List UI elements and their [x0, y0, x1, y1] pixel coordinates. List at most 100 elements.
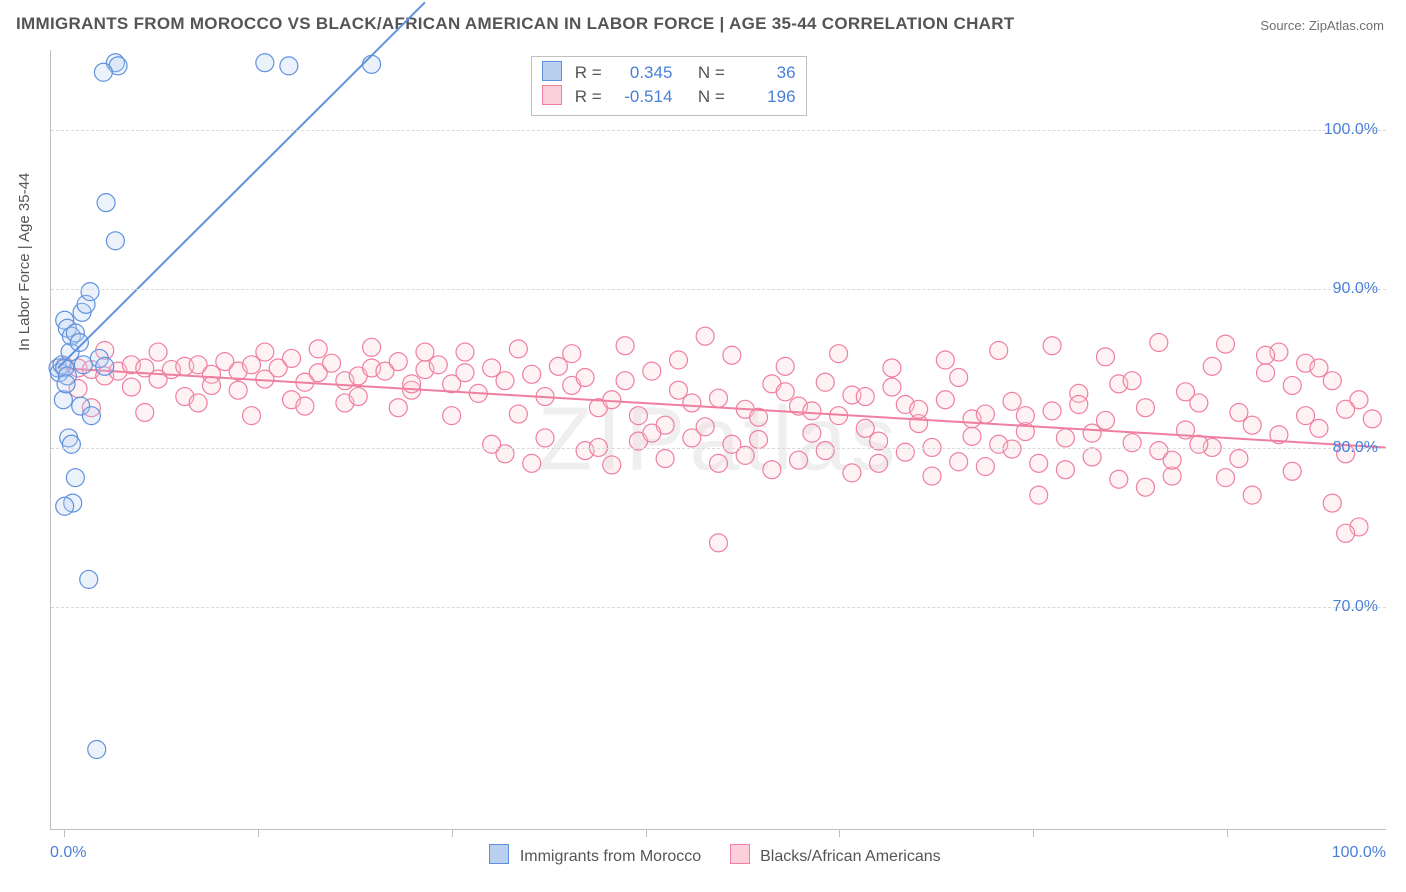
- x-tick: [646, 829, 647, 837]
- data-point-morocco: [280, 57, 298, 75]
- data-point-black: [229, 381, 247, 399]
- data-point-morocco: [88, 741, 106, 759]
- data-point-black: [683, 394, 701, 412]
- data-point-black: [1310, 419, 1328, 437]
- data-point-morocco: [54, 391, 72, 409]
- data-point-black: [936, 391, 954, 409]
- data-point-black: [416, 343, 434, 361]
- x-tick: [64, 829, 65, 837]
- data-point-black: [1123, 434, 1141, 452]
- data-point-black: [1230, 450, 1248, 468]
- stats-R-morocco: 0.345: [610, 61, 672, 85]
- y-tick-label: 100.0%: [1324, 121, 1378, 139]
- data-point-morocco: [82, 407, 100, 425]
- data-point-black: [1363, 410, 1381, 428]
- scatter-layer: [51, 50, 1386, 829]
- data-point-black: [523, 454, 541, 472]
- data-point-black: [763, 461, 781, 479]
- gridline: [51, 607, 1386, 608]
- data-point-black: [1217, 469, 1235, 487]
- stats-R-black: -0.514: [610, 85, 672, 109]
- data-point-black: [803, 402, 821, 420]
- data-point-black: [816, 442, 834, 460]
- gridline: [51, 289, 1386, 290]
- source-label: Source:: [1260, 18, 1305, 33]
- data-point-black: [950, 369, 968, 387]
- y-tick-label: 80.0%: [1333, 439, 1378, 457]
- data-point-black: [790, 451, 808, 469]
- data-point-black: [189, 394, 207, 412]
- data-point-black: [870, 454, 888, 472]
- data-point-black: [1096, 348, 1114, 366]
- data-point-black: [136, 403, 154, 421]
- data-point-black: [1337, 524, 1355, 542]
- data-point-morocco: [106, 232, 124, 250]
- data-point-black: [256, 343, 274, 361]
- data-point-morocco: [74, 356, 92, 374]
- data-point-black: [736, 446, 754, 464]
- data-point-black: [643, 424, 661, 442]
- data-point-black: [1003, 392, 1021, 410]
- data-point-morocco: [62, 435, 80, 453]
- data-point-morocco: [70, 334, 88, 352]
- data-point-black: [1150, 334, 1168, 352]
- data-point-black: [843, 464, 861, 482]
- data-point-black: [496, 372, 514, 390]
- data-point-black: [1257, 346, 1275, 364]
- data-point-black: [936, 351, 954, 369]
- gridline: [51, 448, 1386, 449]
- data-point-black: [710, 454, 728, 472]
- data-point-black: [1136, 399, 1154, 417]
- y-tick-label: 90.0%: [1333, 280, 1378, 298]
- stats-R-label: R =: [575, 87, 602, 106]
- stats-N-label: N =: [698, 63, 725, 82]
- data-point-black: [696, 418, 714, 436]
- data-point-black: [323, 354, 341, 372]
- data-point-black: [536, 429, 554, 447]
- data-point-morocco: [94, 63, 112, 81]
- data-point-black: [616, 372, 634, 390]
- data-point-black: [1030, 486, 1048, 504]
- y-axis-title: In Labor Force | Age 35-44: [16, 173, 33, 351]
- legend-label-black: Blacks/African Americans: [760, 848, 941, 865]
- legend-label-morocco: Immigrants from Morocco: [520, 848, 701, 865]
- data-point-black: [1230, 403, 1248, 421]
- data-point-black: [483, 435, 501, 453]
- data-point-black: [443, 407, 461, 425]
- data-point-black: [643, 362, 661, 380]
- x-tick: [839, 829, 840, 837]
- data-point-black: [1016, 407, 1034, 425]
- trend-line-black: [58, 368, 1386, 447]
- x-tick: [1033, 829, 1034, 837]
- stats-row-black: R = -0.514 N = 196: [542, 85, 796, 109]
- data-point-black: [723, 346, 741, 364]
- data-point-black: [509, 405, 527, 423]
- data-point-black: [976, 458, 994, 476]
- data-point-black: [576, 369, 594, 387]
- data-point-black: [830, 345, 848, 363]
- data-point-morocco: [56, 497, 74, 515]
- data-point-black: [1043, 337, 1061, 355]
- data-point-black: [1043, 402, 1061, 420]
- data-point-morocco: [81, 283, 99, 301]
- data-point-black: [963, 427, 981, 445]
- data-point-black: [1056, 429, 1074, 447]
- data-point-black: [389, 399, 407, 417]
- data-point-black: [616, 337, 634, 355]
- plot-area: ZIPatlas R = 0.345 N = 36 R = -0.514 N =…: [50, 50, 1386, 830]
- data-point-black: [1083, 424, 1101, 442]
- data-point-black: [1070, 396, 1088, 414]
- data-point-black: [523, 365, 541, 383]
- x-tick: [452, 829, 453, 837]
- data-point-black: [1217, 335, 1235, 353]
- data-point-black: [990, 341, 1008, 359]
- data-point-black: [669, 351, 687, 369]
- data-point-black: [629, 407, 647, 425]
- data-point-black: [1163, 467, 1181, 485]
- source-name[interactable]: ZipAtlas.com: [1309, 18, 1384, 33]
- data-point-black: [883, 378, 901, 396]
- data-point-black: [923, 467, 941, 485]
- data-point-black: [509, 340, 527, 358]
- stats-R-label: R =: [575, 63, 602, 82]
- bottom-legend: Immigrants from Morocco Blacks/African A…: [0, 844, 1406, 866]
